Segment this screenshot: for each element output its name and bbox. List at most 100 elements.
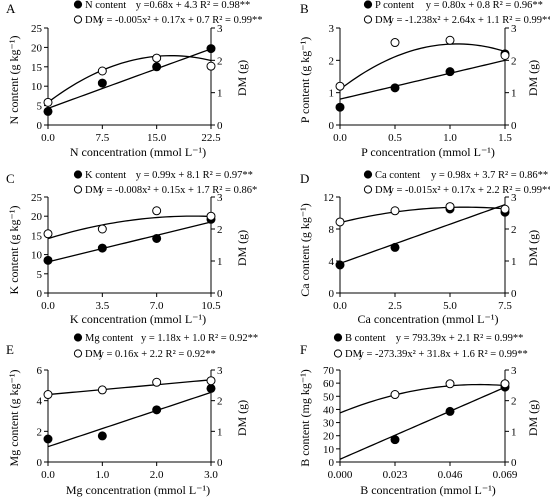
y2-axis-label: DM (g) bbox=[235, 60, 249, 96]
legend-marker bbox=[73, 333, 83, 342]
y-tick-label: 8 bbox=[329, 224, 335, 236]
fit-line-dm bbox=[339, 383, 506, 414]
y-axis-label: Ca content (g kg⁻¹) bbox=[298, 203, 312, 297]
legend-equation: y = 1.18x + 1.0 R² = 0.92** bbox=[141, 333, 258, 344]
y-tick-label: 2 bbox=[329, 55, 335, 67]
x-tick-label: 3.0 bbox=[204, 469, 218, 481]
y2-tick-label: 2 bbox=[217, 224, 223, 236]
y-tick-label: 10 bbox=[31, 250, 43, 262]
y-tick-label: 25 bbox=[31, 192, 43, 204]
x-tick-label: 0.0 bbox=[41, 469, 55, 481]
dm-point bbox=[43, 229, 53, 239]
legend-equation: y = -0.005x² + 0.17x + 0.7 R² = 0.99** bbox=[99, 15, 263, 26]
x-tick-label: 7.5 bbox=[498, 300, 512, 312]
y-tick-label: 10 bbox=[31, 81, 43, 93]
fit-line-dm bbox=[47, 54, 212, 103]
y-tick-label: 6 bbox=[37, 365, 43, 377]
y2-tick-label: 0 bbox=[217, 288, 223, 300]
content-point bbox=[97, 78, 107, 88]
content-point bbox=[390, 435, 400, 445]
x-tick-label: 0.046 bbox=[438, 469, 463, 481]
y-tick-label: 20 bbox=[31, 211, 43, 223]
dm-point bbox=[97, 66, 107, 76]
y-tick-label: 2 bbox=[37, 426, 43, 438]
legend-marker bbox=[363, 15, 373, 24]
fit-line-dm bbox=[339, 43, 506, 90]
y-tick-label: 4 bbox=[329, 256, 335, 268]
x-tick-label: 0.0 bbox=[333, 132, 347, 144]
x-axis-label: Mg concentration (mmol L⁻¹) bbox=[66, 483, 210, 497]
x-tick-label: 0.0 bbox=[41, 132, 55, 144]
legend-name: DM bbox=[375, 185, 393, 196]
dm-point bbox=[335, 81, 345, 91]
dm-point bbox=[97, 385, 107, 395]
legend-equation: y = 0.99x + 8.1 R² = 0.97** bbox=[136, 170, 253, 181]
y2-axis-label: DM (g) bbox=[235, 230, 249, 266]
x-tick-label: 10.5 bbox=[201, 300, 221, 312]
legend-name: N content bbox=[85, 0, 126, 11]
legend-equation: y = -0.008x² + 0.15x + 1.7 R² = 0.86* bbox=[99, 185, 258, 196]
y-tick-label: 15 bbox=[31, 62, 43, 74]
content-point bbox=[152, 233, 162, 243]
x-tick-label: 22.5 bbox=[201, 132, 221, 144]
dm-point bbox=[43, 97, 53, 107]
dm-point bbox=[500, 379, 510, 389]
legend-marker bbox=[73, 185, 83, 194]
fit-line-content bbox=[47, 221, 212, 263]
y-tick-label: 5 bbox=[37, 269, 43, 281]
legend-marker bbox=[363, 185, 373, 194]
dm-point bbox=[390, 206, 400, 216]
y2-tick-label: 0 bbox=[511, 457, 517, 469]
dm-point bbox=[335, 217, 345, 227]
x-tick-label: 7.0 bbox=[150, 300, 164, 312]
legend-marker bbox=[333, 349, 343, 358]
legend-name: Mg content bbox=[85, 333, 133, 344]
y2-tick-label: 1 bbox=[511, 256, 517, 268]
dm-point bbox=[152, 377, 162, 387]
legend-equation: y = 0.98x + 3.7 R² = 0.86** bbox=[431, 170, 548, 181]
y-axis-label: B content (mg kg⁻¹) bbox=[298, 369, 312, 467]
fit-line-content bbox=[339, 386, 506, 460]
fit-line-content bbox=[339, 203, 506, 265]
x-axis-label: K concentration (mmol L⁻¹) bbox=[70, 312, 206, 326]
y-tick-label: 0 bbox=[329, 120, 335, 132]
y2-axis-label: DM (g) bbox=[235, 400, 249, 436]
content-point bbox=[43, 106, 53, 116]
fit-line-dm bbox=[339, 206, 506, 224]
y2-tick-label: 0 bbox=[217, 457, 223, 469]
panel-label: C bbox=[6, 171, 15, 186]
y-tick-label: 40 bbox=[323, 404, 335, 416]
y-tick-label: 1 bbox=[329, 88, 335, 100]
y2-tick-label: 3 bbox=[217, 23, 223, 35]
y-tick-label: 0 bbox=[37, 457, 43, 469]
y2-tick-label: 1 bbox=[217, 256, 223, 268]
chart-panel-f: F B content y = 793.39x + 2.1 R² = 0.99** D… bbox=[298, 333, 540, 497]
y2-tick-label: 1 bbox=[511, 426, 517, 438]
chart-panel-c: C K content y = 0.99x + 8.1 R² = 0.97** DMy… bbox=[6, 170, 257, 326]
y-axis-label: Mg content (g kg⁻¹) bbox=[7, 370, 21, 467]
y2-tick-label: 1 bbox=[217, 88, 223, 100]
x-tick-label: 7.5 bbox=[95, 132, 109, 144]
y-tick-label: 5 bbox=[37, 101, 43, 113]
content-point bbox=[335, 102, 345, 112]
y-tick-label: 12 bbox=[323, 192, 334, 204]
y-tick-label: 25 bbox=[31, 23, 43, 35]
legend-name: B content bbox=[345, 333, 386, 344]
x-tick-label: 3.5 bbox=[95, 300, 109, 312]
x-tick-label: 0.069 bbox=[493, 469, 518, 481]
dm-point bbox=[152, 53, 162, 63]
y-tick-label: 20 bbox=[31, 42, 43, 54]
panel-label: E bbox=[6, 342, 14, 357]
y2-tick-label: 2 bbox=[511, 396, 517, 408]
fit-line-content bbox=[47, 391, 212, 448]
legend-name: K content bbox=[85, 170, 126, 181]
legend-name: DM bbox=[375, 15, 393, 26]
chart-panel-a: A N content y =0.68x + 4.3 R² = 0.98** DMy … bbox=[6, 0, 262, 159]
y2-tick-label: 3 bbox=[511, 23, 517, 35]
y-tick-label: 70 bbox=[323, 365, 335, 377]
content-point bbox=[152, 405, 162, 415]
legend-name: DM bbox=[345, 349, 363, 360]
y2-tick-label: 2 bbox=[217, 396, 223, 408]
content-point bbox=[43, 255, 53, 265]
